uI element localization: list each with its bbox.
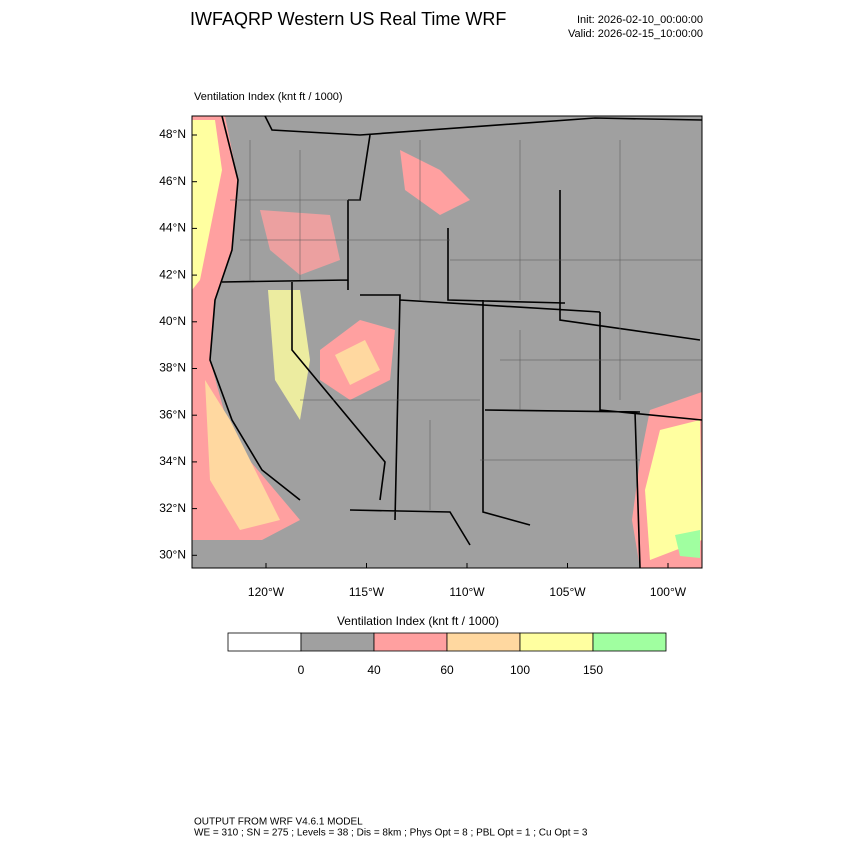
lat-label: 42°N [159,267,186,281]
lon-label: 115°W [349,585,385,599]
mountain-area [400,150,470,215]
county-border [230,140,702,510]
lat-label: 32°N [159,501,186,515]
coastal-area [205,380,280,530]
basin-area [335,340,380,385]
init-time: Init: 2026-02-10_00:00:00 [577,14,703,26]
lon-label: 110°W [449,585,485,599]
colorbar-box [227,632,302,652]
lat-label: 46°N [159,174,186,188]
valid-time: Valid: 2026-02-15_10:00:00 [568,28,703,40]
lon-labels: 120°W 115°W 110°W 105°W 100°W [248,563,687,599]
colorbar-level: 150 [583,663,603,677]
lon-label: 120°W [248,585,285,599]
lat-label: 38°N [159,361,186,375]
plains-area [675,530,700,558]
lat-label: 36°N [159,407,186,421]
colorbar-box [446,632,521,652]
lat-label: 40°N [159,314,186,328]
lat-label: 44°N [159,221,186,235]
coastal-area [192,120,222,290]
colorbar-level: 100 [510,663,530,677]
footer-line: OUTPUT FROM WRF V4.6.1 MODEL [194,817,363,828]
map-label: Ventilation Index (knt ft / 1000) [194,91,343,103]
colorbar: 0 40 60 100 150 [227,632,667,677]
basin-area [268,290,310,420]
lat-label: 30°N [159,547,186,561]
lat-label: 48°N [159,127,186,141]
footer-line: WE = 310 ; SN = 275 ; Levels = 38 ; Dis … [194,828,588,839]
border [264,115,703,136]
title: IWFAQRP Western US Real Time WRF [190,9,506,29]
map-frame [191,115,703,569]
lat-labels: 48°N 46°N 44°N 42°N 40°N 38°N 36°N 34°N 32°N 30°N [159,127,197,561]
colorbar-box [519,632,594,652]
plains-area [645,420,702,560]
colorbar-title: Ventilation Index (knt ft / 1000) [337,614,499,628]
colorbar-level: 60 [440,663,454,677]
map [191,115,703,569]
colorbar-box [300,632,375,652]
colorbar-box [373,632,448,652]
colorbar-level: 40 [367,663,381,677]
lon-label: 100°W [650,585,687,599]
lat-label: 34°N [159,454,186,468]
colorbar-level: 0 [298,663,305,677]
lon-label: 105°W [549,585,586,599]
coastline [209,115,301,501]
colorbar-box [592,632,667,652]
